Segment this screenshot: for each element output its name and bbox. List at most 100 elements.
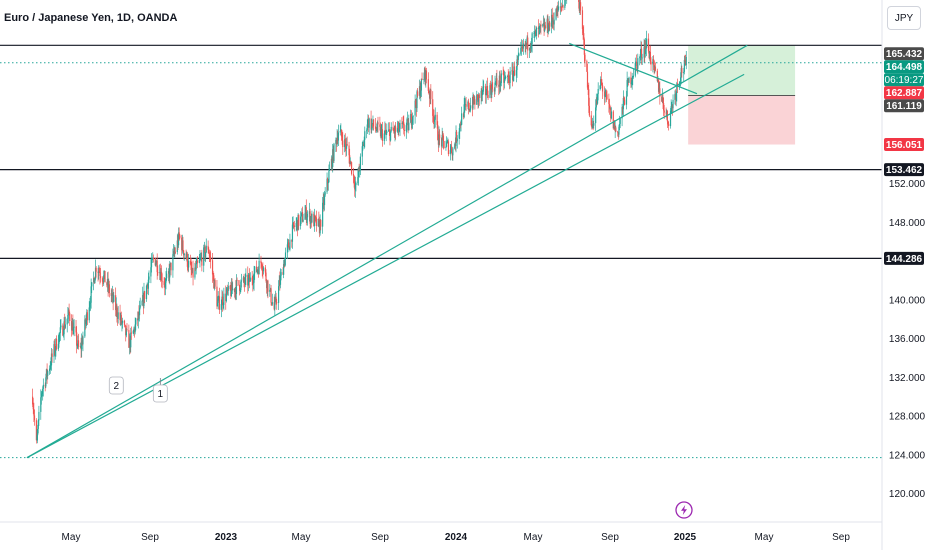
candle-body (81, 341, 83, 345)
candle-body (639, 57, 641, 59)
candle-body (125, 325, 127, 336)
candle-body (464, 104, 466, 105)
candle-body (147, 284, 149, 289)
candle-body (652, 59, 655, 62)
candle-body (654, 66, 657, 71)
candle-body (191, 268, 194, 273)
candle-body (155, 260, 158, 264)
candle-body (310, 217, 312, 223)
candle-body (657, 79, 660, 92)
candle-body (315, 217, 317, 226)
candle-body (591, 125, 593, 129)
candle-body (349, 161, 351, 165)
candle-body (662, 96, 664, 104)
candle-body (418, 86, 421, 96)
candle-body (454, 144, 456, 149)
candle-body (111, 294, 113, 296)
candle-body (318, 221, 321, 234)
wave-label-box[interactable] (152, 384, 168, 403)
candle-body (428, 93, 431, 99)
candle-body (676, 83, 678, 93)
candle-body (454, 144, 456, 147)
wave-label-box[interactable] (108, 376, 124, 395)
trendline[interactable] (569, 42, 698, 95)
x-tick-label: 2025 (674, 532, 697, 543)
candle-body (194, 267, 197, 270)
candle-body (252, 280, 254, 284)
candle-body (388, 129, 390, 132)
candle-body (583, 33, 585, 40)
candle-body (447, 141, 449, 143)
currency-button[interactable]: JPY (887, 6, 921, 30)
candle-body (124, 324, 126, 326)
candle-body (292, 222, 294, 225)
candle-body (542, 24, 544, 27)
candle-body (326, 178, 328, 193)
candle-body (33, 415, 36, 421)
stop-zone[interactable] (688, 95, 796, 145)
candle-body (613, 121, 615, 129)
candle-body (525, 43, 527, 47)
candle-body (478, 94, 480, 102)
price-tag-label: 153.462 (886, 165, 923, 176)
candle-body (172, 251, 175, 255)
candle-body (266, 280, 268, 289)
candle-body (167, 271, 170, 274)
candle-body (51, 353, 53, 357)
candle-body (622, 97, 624, 110)
candle-body (549, 22, 551, 27)
candle-body (227, 288, 229, 291)
candle-body (238, 280, 240, 286)
candle-body (552, 20, 555, 25)
candle-body (534, 32, 536, 34)
candle-body (216, 286, 218, 307)
x-tick-label: Sep (832, 532, 850, 543)
candle-body (216, 302, 219, 307)
candle-body (648, 51, 650, 58)
candle-body (129, 338, 131, 348)
candle-body (69, 313, 71, 321)
candle-body (459, 123, 462, 126)
candle-body (322, 199, 324, 203)
candle-body (587, 87, 589, 90)
candle-body (374, 126, 377, 129)
candle-body (354, 184, 356, 190)
candle-body (546, 18, 548, 29)
lightning-icon[interactable] (675, 501, 693, 519)
candle-body (468, 109, 470, 111)
candle-body (323, 195, 326, 206)
target-zone[interactable] (688, 45, 796, 96)
candle-body (632, 77, 634, 78)
candle-body (311, 213, 313, 223)
candle-body (287, 242, 289, 245)
candle-body (539, 25, 541, 28)
candle-body (367, 118, 369, 125)
candle-body (95, 267, 97, 272)
candle-body (469, 109, 471, 111)
candle-body (315, 217, 317, 219)
candle-body (45, 377, 47, 387)
candle-body (333, 143, 335, 161)
candle-body (412, 115, 414, 117)
candle-body (332, 149, 334, 167)
candle-body (619, 118, 621, 124)
candle-body (270, 288, 272, 303)
candle-body (478, 94, 480, 99)
candle-body (328, 170, 330, 182)
candle-body (556, 7, 558, 17)
candle-body (430, 89, 432, 100)
trendline[interactable] (26, 73, 745, 459)
candle-body (262, 267, 265, 271)
candle-body (192, 268, 194, 278)
candle-body (203, 246, 205, 248)
candle-body (499, 75, 501, 86)
candle-body (406, 119, 408, 126)
candle-body (273, 302, 275, 310)
candle-body (455, 131, 457, 147)
candle-body (59, 333, 61, 334)
trendline[interactable] (26, 44, 748, 459)
candle-body (328, 168, 331, 171)
candle-body (133, 328, 136, 333)
candle-body (685, 60, 687, 66)
